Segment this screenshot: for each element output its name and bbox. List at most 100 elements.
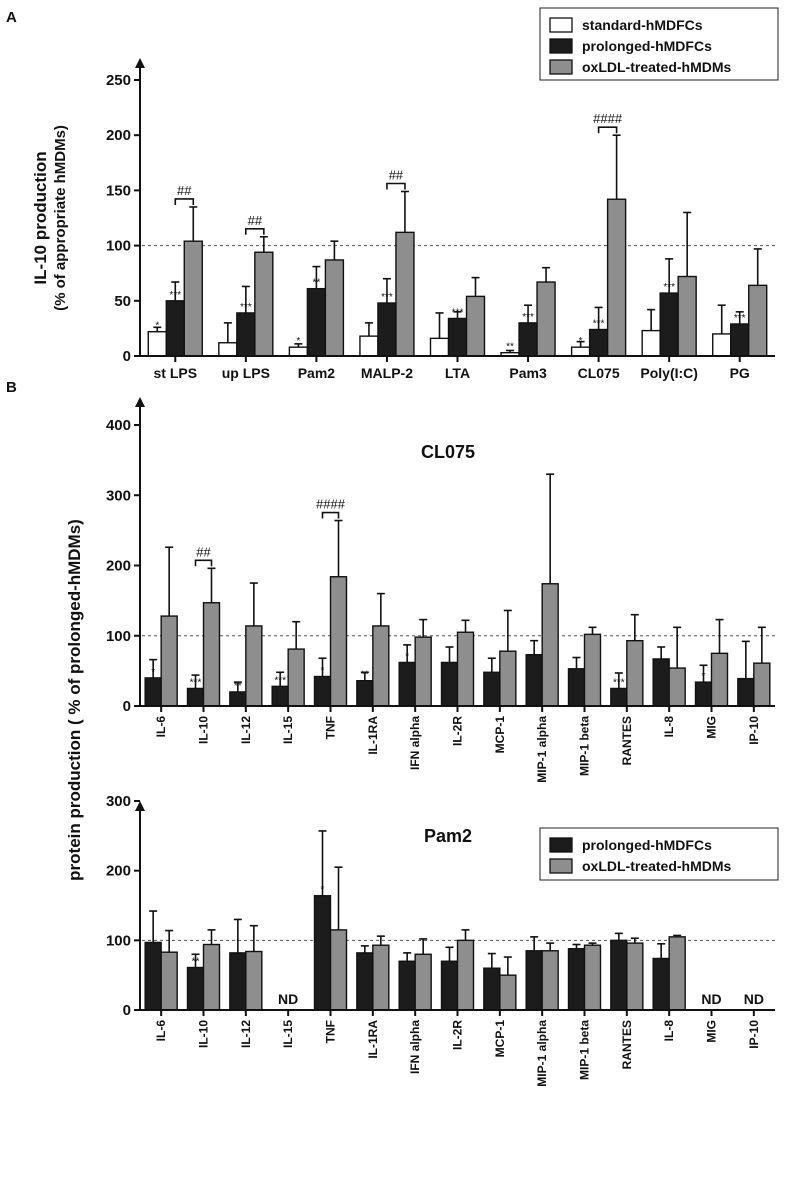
b-top-x-tick-label: IL-2R [451, 716, 465, 746]
a-bar-oxldl-treated-hmdms-pg [748, 284, 768, 357]
b-top-bar-oxldl-treated-hmdms-mip-1-alpha [541, 583, 559, 707]
b-bottom-bar-prolonged-hmdfcs-il-2r [440, 960, 459, 1011]
a-bar-prolonged-hmdfcs-st-lps [165, 300, 185, 357]
panel-a-letter: A [6, 9, 17, 26]
b-top-significance-hash: ## [196, 544, 211, 559]
b-top-bar-oxldl-treated-hmdms-rantes [626, 639, 644, 707]
b-top-significance-hash: #### [316, 497, 346, 512]
b-bottom-bar-prolonged-hmdfcs-rantes [610, 939, 628, 1011]
b-top-bar-prolonged-hmdfcs-rantes [610, 687, 628, 707]
a-bar-prolonged-hmdfcs-up-lps [236, 312, 256, 357]
a-bar-oxldl-treated-hmdms-pam3 [536, 281, 556, 357]
b-top-bar-prolonged-hmdfcs-il-2r [440, 661, 459, 707]
b-bottom-bar-oxldl-treated-hmdms-mcp-1 [499, 974, 517, 1011]
b-bottom-bar-prolonged-hmdfcs-mip-1-beta [567, 947, 586, 1011]
a-bar-prolonged-hmdfcs-pam2 [306, 287, 327, 357]
b-bottom-nd-label: ND [744, 991, 764, 1007]
b-bottom-title: Pam2 [424, 826, 472, 846]
b-bottom-significance-star: * [321, 885, 325, 896]
b-top-bar-oxldl-treated-hmdms-ip-10 [753, 662, 771, 707]
b-top-bar-prolonged-hmdfcs-il-1ra [356, 680, 374, 707]
a-significance-star: * [579, 336, 583, 347]
b-bottom-bar-prolonged-hmdfcs-mip-1-alpha [525, 950, 543, 1011]
b-top-bar-oxldl-treated-hmdms-il-15 [287, 648, 305, 707]
a-significance-hash: ## [389, 168, 404, 183]
a-x-tick-label: CL075 [578, 365, 620, 381]
b-top-x-tick-label: IL-10 [197, 716, 211, 744]
b-bottom-x-tick-label: IL-6 [154, 1020, 168, 1042]
b-top-x-tick-label: IL-6 [154, 716, 168, 738]
b-top-x-tick-label: IL-1RA [366, 716, 380, 755]
b-top-bar-oxldl-treated-hmdms-mcp-1 [499, 650, 517, 707]
b-top-x-tick-label: MIG [705, 716, 719, 739]
a-significance-star: *** [452, 307, 464, 318]
a-bar-standard-hmdfcs-pg [712, 333, 732, 357]
b-top-bar-prolonged-hmdfcs-mig [694, 681, 713, 707]
b-top-bar-oxldl-treated-hmdms-mig [710, 652, 729, 707]
a-bar-oxldl-treated-hmdms-st-lps [183, 240, 203, 357]
a-legend-label: standard-hMDFCs [582, 17, 703, 33]
b-bottom-bar-oxldl-treated-hmdms-il-2r [456, 939, 475, 1011]
b-bottom-x-tick-label: IL-2R [451, 1020, 465, 1050]
b-bottom-bar-oxldl-treated-hmdms-il-1ra [372, 944, 390, 1011]
a-bar-oxldl-treated-hmdms-up-lps [254, 251, 274, 357]
b-bottom-y-tick-label: 200 [106, 863, 131, 880]
b-bottom-bar-oxldl-treated-hmdms-il-12 [245, 950, 263, 1011]
b-bottom-bar-oxldl-treated-hmdms-ifn-alpha [414, 953, 432, 1011]
a-significance-star: *** [734, 313, 746, 324]
a-significance-star: *** [522, 312, 534, 323]
b-bottom-x-tick-label: IL-15 [281, 1020, 295, 1048]
b-top-bar-oxldl-treated-hmdms-ifn-alpha [414, 636, 432, 707]
b-bottom-bar-oxldl-treated-hmdms-il-8 [668, 936, 686, 1011]
b-top-bar-prolonged-hmdfcs-mip-1-beta [567, 668, 586, 707]
b-top-x-tick-label: MCP-1 [493, 716, 507, 754]
b-top-bar-prolonged-hmdfcs-ip-10 [737, 677, 755, 707]
panel-b-cl075-chart: **** ****** *******######0100200300400IL-6… [106, 397, 775, 783]
b-bottom-bar-oxldl-treated-hmdms-tnf [329, 929, 348, 1011]
a-legend-label: prolonged-hMDFCs [582, 38, 712, 54]
a-y-tick-label: 150 [106, 182, 131, 199]
b-top-bar-oxldl-treated-hmdms-il-1ra [372, 625, 390, 707]
b-bottom-bar-prolonged-hmdfcs-il-8 [652, 957, 670, 1011]
panel-a-chart: *******************************#########… [31, 7, 779, 381]
a-bar-oxldl-treated-hmdms-lta [465, 295, 486, 357]
b-bottom-bar-prolonged-hmdfcs-ifn-alpha [398, 960, 416, 1011]
b-bottom-y-tick-label: 100 [106, 932, 131, 949]
b-bottom-x-tick-label: IL-8 [662, 1020, 676, 1042]
a-significance-star: *** [663, 282, 675, 293]
b-top-x-tick-label: IL-15 [281, 716, 295, 744]
a-bar-prolonged-hmdfcs-pam3 [518, 322, 538, 357]
b-bottom-significance-star: ** [192, 957, 200, 968]
a-bar-prolonged-hmdfcs-poly-i-c [659, 292, 679, 357]
b-top-significance-star: * [405, 651, 409, 662]
a-y-tick-label: 250 [106, 72, 131, 89]
a-x-tick-label: up LPS [222, 365, 270, 381]
b-top-significance-star: * [702, 671, 706, 682]
b-top-y-tick-label: 400 [106, 417, 131, 434]
a-x-tick-label: Pam2 [298, 365, 336, 381]
b-bottom-x-tick-label: IL-1RA [366, 1020, 380, 1059]
b-top-bar-prolonged-hmdfcs-tnf [313, 675, 332, 707]
b-top-y-tick-label: 100 [106, 628, 131, 645]
b-bottom-y-axis-arrow [135, 801, 145, 811]
b-top-bar-prolonged-hmdfcs-il-12 [229, 691, 247, 707]
a-significance-star: ** [312, 278, 320, 289]
b-bottom-bar-oxldl-treated-hmdms-mip-1-alpha [541, 950, 559, 1011]
a-bar-prolonged-hmdfcs-cl075 [588, 328, 609, 357]
b-bottom-bar-prolonged-hmdfcs-tnf [313, 895, 332, 1011]
a-significance-star: *** [381, 292, 393, 303]
b-bottom-x-tick-label: TNF [324, 1020, 338, 1043]
b-top-significance-star: * [321, 665, 325, 676]
a-y-axis-subtitle: (% of appropriate hMDMs) [52, 125, 69, 311]
b-bottom-bar-oxldl-treated-hmdms-il-6 [160, 951, 178, 1011]
a-significance-hash: #### [593, 111, 623, 126]
b-top-bar-oxldl-treated-hmdms-il-10 [202, 602, 221, 707]
a-x-tick-label: MALP-2 [361, 365, 413, 381]
b-top-significance-star: *** [613, 677, 625, 688]
b-top-title: CL075 [421, 442, 475, 462]
b-top-bar-prolonged-hmdfcs-il-8 [652, 658, 670, 707]
b-top-significance-bracket [321, 511, 340, 519]
b-top-bar-prolonged-hmdfcs-il-10 [186, 687, 205, 707]
